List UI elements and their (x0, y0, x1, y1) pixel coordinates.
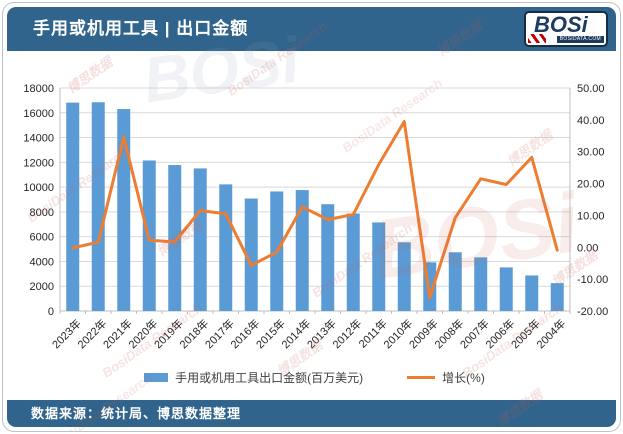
left-axis-label: 8000 (30, 207, 54, 219)
export-bar (117, 109, 131, 311)
legend-item-export: 手用或机用工具出口金额(百万美元) (144, 369, 363, 386)
export-bar (219, 184, 233, 311)
export-bar (66, 102, 80, 311)
legend-bar-swatch-icon (144, 373, 169, 382)
left-axis-label: 6000 (30, 232, 54, 244)
export-bar (372, 222, 386, 311)
export-bar (525, 275, 539, 311)
logo-domain: BOSIDATA.COM (556, 36, 604, 43)
right-axis-label: 50.00 (577, 83, 605, 95)
x-axis-label: 2012年 (329, 316, 364, 351)
export-bar (321, 204, 335, 311)
left-axis-label: 4000 (30, 256, 54, 268)
left-axis-label: 12000 (23, 157, 54, 169)
logo-wordmark: BOSi (534, 12, 588, 37)
legend-export-label: 手用或机用工具出口金额(百万美元) (175, 371, 364, 385)
export-bar (550, 283, 564, 311)
x-axis-label: 2004年 (533, 316, 568, 351)
export-bar (474, 257, 488, 311)
right-axis-label: -10.00 (577, 274, 608, 286)
chart-legend: 手用或机用工具出口金额(百万美元) 增长(%) (3, 369, 620, 386)
export-bar (295, 190, 309, 311)
export-bar (91, 102, 105, 311)
export-bar (448, 252, 462, 311)
legend-line-swatch-icon (407, 376, 436, 379)
left-axis-label: 14000 (23, 133, 54, 145)
export-bar (168, 165, 182, 311)
footer-bar: 数据来源：统计局、博思数据整理 (7, 400, 616, 427)
left-axis-label: 0 (48, 306, 54, 318)
right-axis-label: -20.00 (577, 306, 608, 318)
legend-growth-label: 增长(%) (442, 371, 485, 385)
export-bar (244, 198, 258, 311)
export-bar (193, 168, 207, 311)
left-axis-label: 2000 (30, 281, 54, 293)
right-axis-label: 40.00 (577, 115, 605, 127)
combo-chart: 0 2000 4000 6000 8000 10000 12000 14000 16000 180… (23, 83, 608, 351)
export-bar (397, 242, 411, 311)
logo-stripes-icon (528, 34, 546, 43)
header-bar: 手用或机用工具 | 出口金额 BOSi BOSIDATA.COM (7, 7, 616, 51)
right-axis-label: 0.00 (577, 242, 598, 254)
export-bar (346, 213, 360, 311)
legend-item-growth: 增长(%) (407, 369, 485, 386)
export-bar (499, 267, 513, 311)
right-axis-label: 20.00 (577, 179, 605, 191)
left-axis-label: 18000 (23, 83, 54, 95)
left-axis-label: 10000 (23, 182, 54, 194)
right-axis-label: 10.00 (577, 210, 605, 222)
right-axis-label: 30.00 (577, 147, 605, 159)
page-title: 手用或机用工具 | 出口金额 (33, 19, 249, 38)
data-source-text: 数据来源：统计局、博思数据整理 (31, 406, 242, 421)
bosidata-logo: BOSi BOSIDATA.COM (524, 11, 608, 47)
growth-line (71, 120, 559, 300)
left-axis-label: 16000 (23, 108, 54, 120)
